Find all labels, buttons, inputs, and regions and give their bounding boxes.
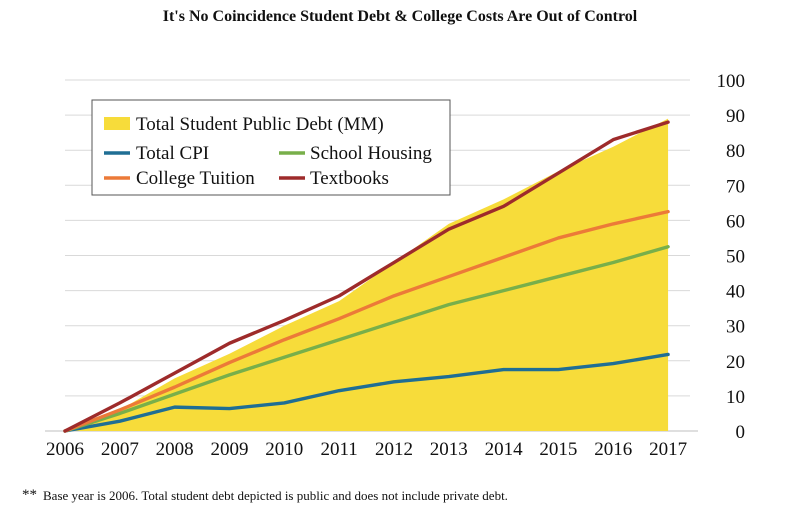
footnote-text: Base year is 2006. Total student debt de… <box>43 488 508 503</box>
legend-label: College Tuition <box>136 168 255 189</box>
series-line-total-cpi <box>63 352 670 433</box>
y-tick-label: 100 <box>717 71 746 92</box>
x-tick-label: 2016 <box>594 439 632 460</box>
legend-label: Textbooks <box>310 168 389 189</box>
series-line-college-tuition <box>63 209 670 433</box>
legend-label: Total Student Public Debt (MM) <box>136 114 384 135</box>
y-tick-label: 60 <box>726 211 745 232</box>
legend-label: Total CPI <box>136 143 209 164</box>
legend-label: School Housing <box>310 143 432 164</box>
x-tick-label: 2017 <box>649 439 687 460</box>
x-tick-label: 2012 <box>375 439 413 460</box>
x-tick-label: 2010 <box>265 439 303 460</box>
line-layer <box>63 120 670 433</box>
x-tick-label: 2006 <box>46 439 84 460</box>
legend-box <box>91 99 451 196</box>
y-tick-label: 80 <box>726 141 745 162</box>
x-axis: 2006 2007 2008 2009 2010 2011 2012 2013 2014 2015… <box>46 439 687 460</box>
y-tick-label: 90 <box>726 106 745 127</box>
y-tick-label: 50 <box>726 247 745 268</box>
legend: Total Student Public Debt (MM) Total CPI S… <box>91 99 451 196</box>
y-tick-label: 40 <box>726 282 745 303</box>
x-tick-label: 2014 <box>485 439 524 460</box>
y-tick-label: 30 <box>726 317 745 338</box>
legend-swatch-area <box>104 117 130 130</box>
y-tick-label: 10 <box>726 387 745 408</box>
series-line-school-housing <box>63 245 670 433</box>
y-axis: 0 10 20 30 40 50 60 70 80 90 100 <box>717 71 746 443</box>
x-tick-label: 2013 <box>430 439 468 460</box>
x-tick-label: 2007 <box>101 439 139 460</box>
x-tick-label: 2011 <box>320 439 357 460</box>
x-tick-label: 2009 <box>210 439 248 460</box>
x-tick-label: 2015 <box>539 439 577 460</box>
y-tick-label: 70 <box>726 176 745 197</box>
y-tick-label: 20 <box>726 352 745 373</box>
series-line-textbooks <box>63 120 670 433</box>
y-tick-label: 0 <box>736 422 746 443</box>
x-tick-label: 2008 <box>156 439 194 460</box>
footnote-stars: ** <box>22 487 37 503</box>
chart-title: It's No Coincidence Student Debt & Colle… <box>162 8 638 25</box>
footnote: ** Base year is 2006. Total student debt … <box>22 487 508 504</box>
